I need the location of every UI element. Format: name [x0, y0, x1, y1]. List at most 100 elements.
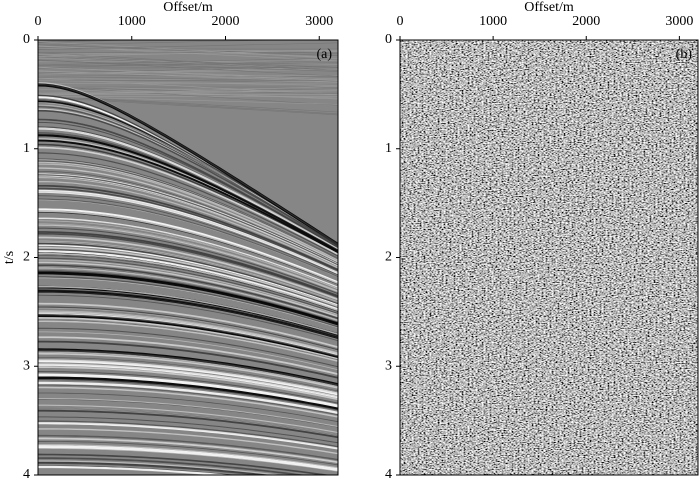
texture	[38, 56, 338, 71]
reflection	[38, 160, 338, 260]
panel-a: 0 1000 2000 3000 0 1 2 3 4 Offset/m t/s (a)	[2, 0, 339, 482]
texture	[38, 95, 338, 113]
reflection	[38, 291, 338, 339]
reflection	[38, 384, 338, 416]
reflection	[38, 231, 338, 297]
reflection	[38, 386, 338, 418]
reflection	[38, 170, 338, 264]
y-tick-label: 2	[385, 250, 392, 265]
reflection	[38, 289, 338, 337]
y-tick-label: 4	[23, 467, 30, 482]
panel-label: (a)	[316, 47, 332, 62]
reflection	[38, 461, 278, 475]
x-tick-label: 0	[397, 14, 404, 29]
reflection	[38, 139, 338, 254]
reflection	[38, 302, 338, 349]
y-tick-label: 1	[23, 141, 30, 156]
reflection	[38, 359, 338, 394]
texture	[38, 51, 338, 53]
reflection	[38, 249, 338, 310]
reflection	[38, 261, 338, 318]
reflection	[38, 210, 338, 285]
reflection	[38, 438, 338, 464]
texture	[38, 95, 338, 115]
reflection	[38, 246, 338, 307]
reflection	[38, 144, 338, 254]
reflection	[38, 161, 338, 261]
reflection	[38, 437, 338, 464]
reflection	[38, 457, 308, 475]
texture	[38, 40, 294, 46]
reflection	[38, 223, 338, 292]
x-tick-label: 1000	[118, 14, 146, 29]
reflection	[38, 421, 338, 450]
reflection	[38, 378, 338, 411]
x-tick-label: 3000	[665, 14, 693, 29]
reflection	[38, 285, 338, 335]
reflection	[38, 363, 338, 398]
texture	[38, 89, 338, 94]
y-tick-label: 0	[23, 32, 30, 47]
reflection	[38, 276, 338, 328]
reflection	[38, 306, 338, 351]
reflection	[38, 311, 338, 355]
panel-label: (b)	[676, 47, 693, 62]
reflection	[38, 163, 338, 261]
reflection	[38, 167, 338, 263]
reflection	[38, 320, 338, 362]
reflection	[38, 146, 338, 256]
reflection	[38, 340, 338, 379]
texture	[38, 67, 338, 80]
texture	[38, 74, 338, 78]
reflection	[38, 270, 338, 323]
reflection	[38, 420, 338, 448]
texture	[38, 85, 338, 106]
reflection	[38, 440, 338, 466]
reflection	[38, 409, 338, 439]
texture	[38, 42, 338, 50]
reflection	[38, 243, 338, 306]
reflection	[38, 366, 338, 401]
texture	[38, 40, 136, 44]
reflection	[38, 376, 338, 410]
reflection	[38, 462, 265, 475]
reflection	[38, 259, 338, 316]
reflection	[38, 184, 338, 271]
reflection	[38, 357, 338, 392]
y-tick-label: 1	[385, 141, 392, 156]
reflection	[38, 314, 338, 357]
reflection	[38, 310, 338, 354]
texture	[38, 71, 338, 81]
reflection	[38, 349, 338, 386]
reflection	[38, 359, 338, 396]
reflection	[38, 331, 338, 371]
reflection	[38, 465, 233, 475]
reflection	[38, 227, 338, 295]
reflection	[38, 240, 338, 303]
reflection	[38, 444, 338, 469]
reflection	[38, 106, 338, 246]
reflection	[38, 132, 338, 251]
reflection	[38, 351, 338, 388]
reflection	[38, 236, 338, 301]
reflection	[38, 83, 338, 245]
reflection	[38, 127, 338, 250]
reflection	[38, 336, 338, 376]
reflection	[38, 294, 338, 342]
reflection	[38, 181, 338, 269]
reflection	[38, 249, 338, 309]
reflection	[38, 208, 338, 284]
reflection	[38, 352, 338, 389]
reflection	[38, 264, 338, 320]
reflection	[38, 217, 338, 288]
reflection	[38, 460, 283, 475]
reflection	[38, 435, 338, 461]
reflection	[38, 109, 338, 247]
reflection	[38, 152, 338, 257]
texture	[38, 62, 338, 67]
reflection	[38, 428, 338, 455]
reflection	[38, 255, 338, 312]
reflection	[38, 218, 338, 289]
section-image	[400, 40, 698, 475]
